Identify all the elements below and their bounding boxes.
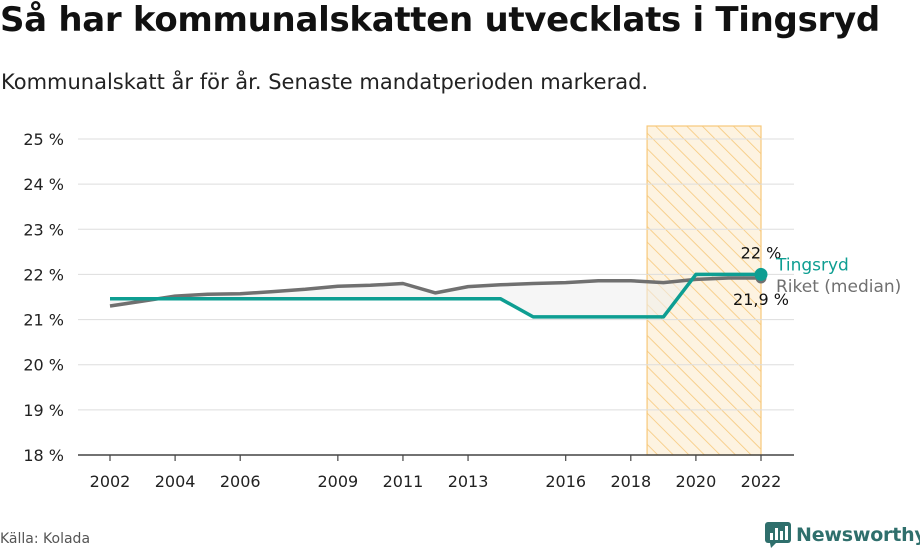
y-tick-label: 23 % [23,220,64,239]
chart-title: Så har kommunalskatten utvecklats i Ting… [0,0,880,40]
end-point-tingsryd [754,267,768,281]
y-tick-label: 22 % [23,265,64,284]
series-label-tingsryd: Tingsryd [775,255,849,275]
source-note: Källa: Kolada [0,531,91,547]
x-tick-label: 2002 [90,472,131,491]
y-tick-label: 20 % [23,356,64,375]
y-grid-lines [78,138,794,411]
x-tick-label: 2011 [383,472,424,491]
end-value-label-tingsryd: 22 % [741,243,782,262]
brand-name: Newsworthy [796,524,920,546]
difference-area [110,274,761,317]
y-tick-label: 24 % [23,175,64,194]
y-tick-label: 18 % [23,446,64,465]
chart-subtitle: Kommunalskatt år för år. Senaste mandatp… [1,70,649,94]
x-tick-label: 2018 [610,472,651,491]
x-axis-ticks: 2002 2004 2006 2009 2011 2013 2016 2018 2020 2022 [90,455,782,491]
y-tick-label: 21 % [23,311,64,330]
x-tick-label: 2020 [676,472,717,491]
x-tick-label: 2022 [741,472,782,491]
series-label-riket-median: Riket (median) [776,277,901,297]
series-line-riket-median [109,276,761,308]
x-tick-label: 2013 [448,472,489,491]
series-line-tingsryd [110,272,761,319]
x-tick-label: 2016 [545,472,586,491]
newsworthy-logo: Newsworthy [765,520,920,550]
y-tick-label: 19 % [23,401,64,420]
x-tick-label: 2006 [220,472,261,491]
x-tick-label: 2009 [317,472,358,491]
x-tick-label: 2004 [155,472,196,491]
end-value-label-riket-median: 21,9 % [733,290,789,309]
y-axis-ticks: 18 % 19 % 20 % 21 % 22 % 23 % 24 % 25 % [23,130,64,465]
newsworthy-logo-icon [765,522,791,548]
y-tick-label: 25 % [23,130,64,149]
